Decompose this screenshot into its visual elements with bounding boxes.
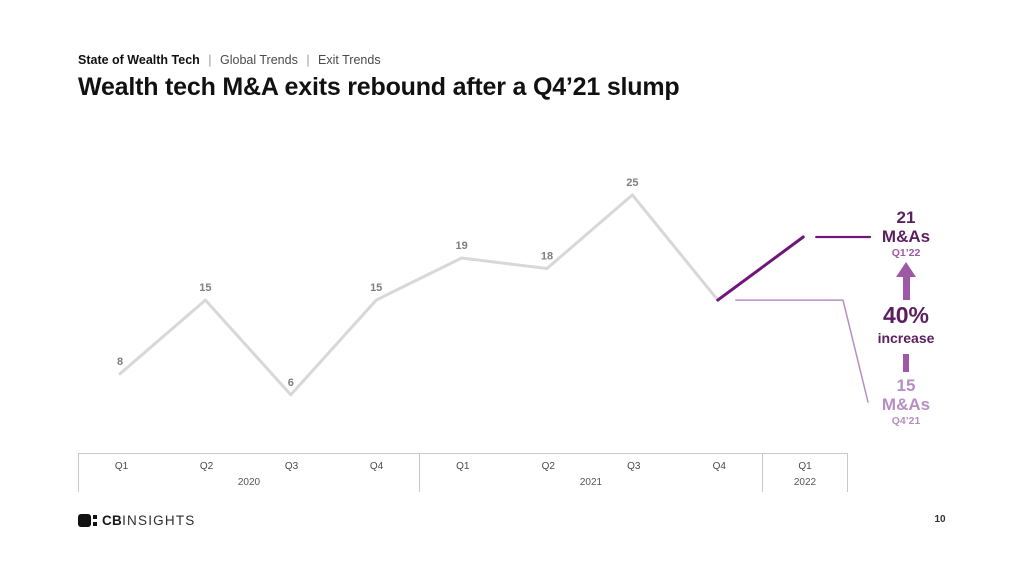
increase-up-arrow-icon [868,262,944,303]
x-axis-year-label: 2021 [579,477,603,488]
up-arrow-tail-mark [903,354,909,372]
logo-text-cb: CB [102,513,123,528]
x-tick-label: Q1 [114,461,129,472]
breadcrumb-report-name: State of Wealth Tech [78,53,200,67]
data-label-q2-2021: 18 [541,251,553,263]
data-label-q2-2020: 15 [199,282,211,294]
x-axis: Q1 Q2 Q3 Q4 2020 Q1 Q2 Q3 Q4 2021 Q1 202… [78,453,848,492]
x-axis-group-2020: Q1 Q2 Q3 Q4 2020 [78,454,419,492]
breadcrumb-separator: | [306,53,310,67]
x-axis-group-2022: Q1 2022 [762,454,848,492]
breadcrumb-item-global-trends: Global Trends [220,53,298,67]
x-axis-quarter-row: Q1 Q2 Q3 Q4 [420,454,762,472]
callout-q1-22: 21 M&As Q1’22 [868,209,944,259]
callout-percent-change: 40% increase [868,302,944,346]
breadcrumb-item-exit-trends: Exit Trends [318,53,381,67]
breadcrumb-separator: | [208,53,212,67]
callout-q1-22-period: Q1’22 [891,247,921,259]
logo-text-insights: INSIGHTS [122,513,196,528]
data-label-q1-2021: 19 [455,240,467,252]
x-tick-label: Q1 [798,461,812,472]
data-label-q1-2020: 8 [117,356,123,368]
x-tick-label: Q2 [199,461,214,472]
cbinsights-logo: CB INSIGHTS [78,513,195,528]
percent-change-label: increase [877,330,935,346]
callout-q4-21-period: Q4’21 [891,415,921,427]
cbinsights-logo-icon [78,514,97,527]
data-label-q3-2020: 6 [288,377,294,389]
up-arrow-stem [902,276,910,300]
series-line-highlight [716,235,805,302]
data-label-q4-2020: 15 [370,282,382,294]
x-tick-label: Q1 [456,461,470,472]
callout-q4-21-value: 15 [896,376,916,395]
callout-q4-21-unit: M&As [881,395,931,414]
x-axis-group-2021: Q1 Q2 Q3 Q4 2021 [419,454,762,492]
x-tick-label: Q4 [712,461,726,472]
percent-change-value: 40% [882,302,930,328]
x-tick-label: Q2 [541,461,555,472]
up-arrow-head [896,262,916,277]
x-axis-year-label: 2022 [793,477,817,488]
logo-colon-shape [93,515,97,526]
page-number: 10 [934,514,946,525]
x-tick-label: Q3 [627,461,641,472]
series-line-gray [118,193,720,397]
callout-q1-22-value: 21 [896,208,916,227]
slide-title: Wealth tech M&A exits rebound after a Q4… [78,73,680,101]
x-axis-quarter-row: Q1 Q2 Q3 Q4 [79,454,419,472]
breadcrumb: State of Wealth Tech | Global Trends | E… [78,53,381,67]
x-tick-label: Q4 [369,461,384,472]
x-axis-year-label: 2020 [237,477,261,488]
callout-q1-22-unit: M&As [881,227,931,246]
callout-q4-21: 15 M&As Q4’21 [868,377,944,427]
leader-line-q4-21 [735,299,869,403]
logo-block-shape [78,514,91,527]
x-tick-label: Q3 [284,461,299,472]
data-label-q3-2021: 25 [626,177,638,189]
x-axis-quarter-row: Q1 [763,454,847,472]
